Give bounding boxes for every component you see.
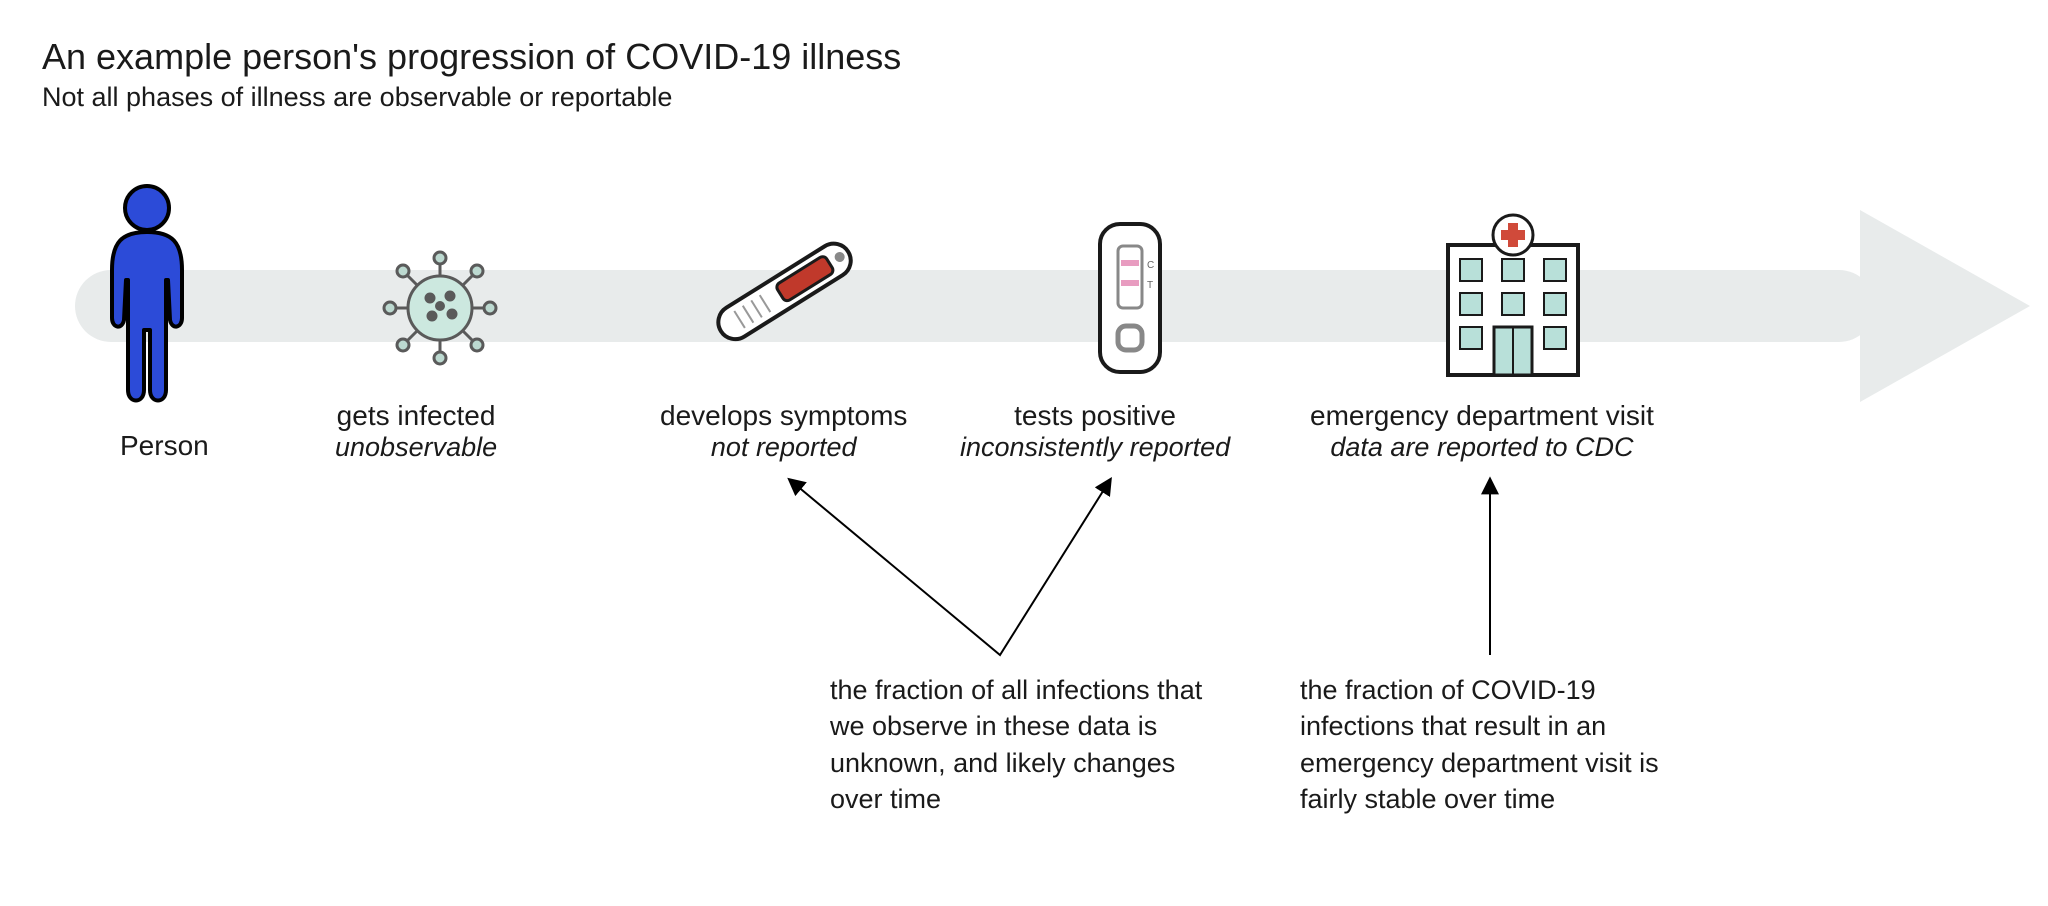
stage-positive-label: tests positive [960,400,1230,432]
stage-positive: tests positive inconsistently reported [960,400,1230,463]
stage-positive-note: inconsistently reported [960,432,1230,463]
thermometer-icon [680,225,870,370]
annotation-right: the fraction of COVID-19 infections that… [1300,672,1680,818]
stage-symptoms-label: develops symptoms [660,400,907,432]
timeline-arrow-band [75,270,1875,342]
page-title: An example person's progression of COVID… [42,36,901,78]
covid-test-icon: C T [1090,218,1170,383]
stage-person: Person [120,430,209,462]
virus-icon [380,248,500,373]
annotation-left: the fraction of all infections that we o… [830,672,1210,818]
stage-ed-label: emergency department visit [1310,400,1654,432]
stage-symptoms: develops symptoms not reported [660,400,907,463]
svg-text:C: C [1147,260,1154,271]
hospital-icon [1428,205,1598,390]
stage-infected-note: unobservable [335,432,497,463]
stage-person-label: Person [120,430,209,462]
stage-infected-label: gets infected [335,400,497,432]
page-subtitle: Not all phases of illness are observable… [42,82,672,113]
svg-text:T: T [1147,280,1153,291]
stage-ed-note: data are reported to CDC [1310,432,1654,463]
stage-infected: gets infected unobservable [335,400,497,463]
timeline-arrow-head [1860,210,2030,402]
person-icon [92,180,202,415]
stage-ed: emergency department visit data are repo… [1310,400,1654,463]
stage-symptoms-note: not reported [660,432,907,463]
